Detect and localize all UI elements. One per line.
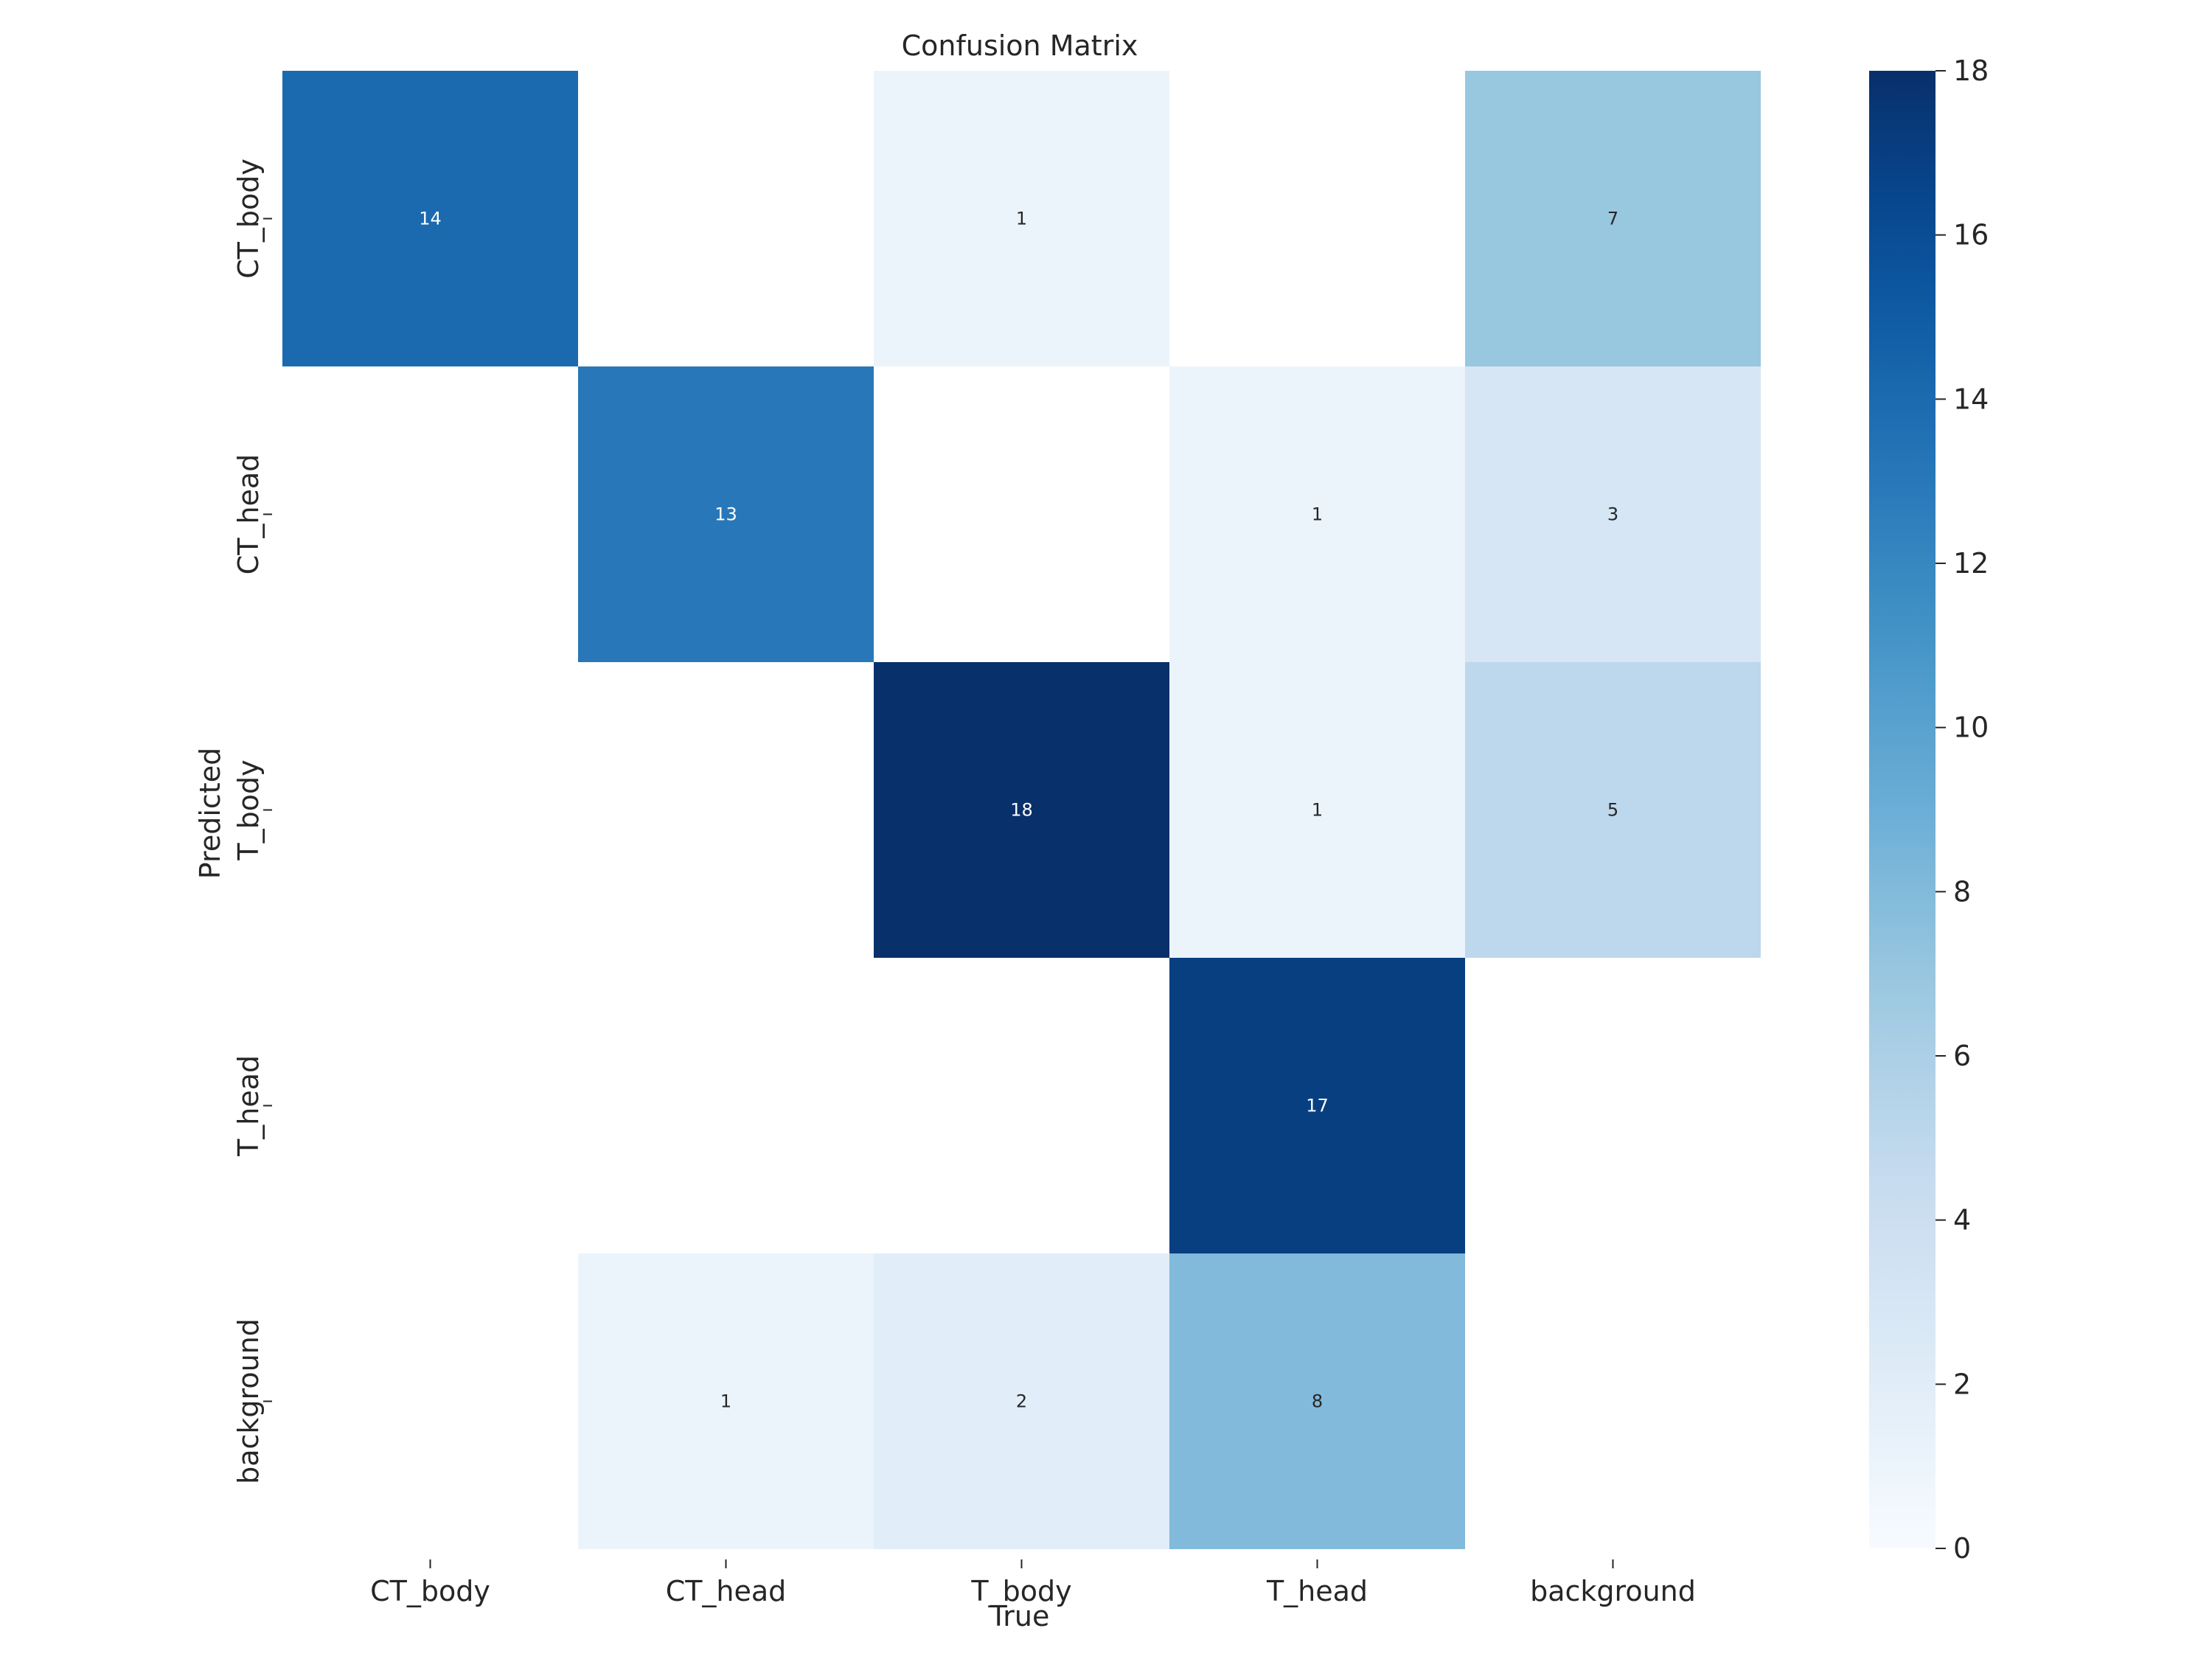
cell-value-label: 1 [1016,209,1027,229]
cell-value-label: 1 [1312,800,1323,821]
y-tick-label: T_body [232,759,265,860]
x-tick-label: CT_head [666,1575,787,1607]
heatmap-cell [1465,662,1761,958]
colorbar-tick-label: 18 [1953,55,1989,87]
chart-title: Confusion Matrix [902,29,1138,62]
heatmap-cell [874,71,1169,366]
x-tick-label: T_body [970,1575,1071,1607]
colorbar: 0 2 4 6 8 10 12 14 16 18 [1869,55,1989,1565]
heatmap-cells [282,71,1761,1549]
cell-value-label: 8 [1312,1391,1323,1412]
y-tick-label: CT_body [232,159,265,279]
x-axis-ticks: CT_body CT_head T_body T_head background [370,1559,1696,1607]
cell-value-label: 3 [1607,504,1618,525]
y-tick-label: background [232,1318,265,1484]
heatmap-cell [1465,71,1761,366]
colorbar-tick-label: 8 [1953,875,1971,908]
heatmap-cell [578,1253,874,1549]
colorbar-tick-label: 14 [1953,383,1989,415]
heatmap-cell [874,1253,1169,1549]
cell-value-label: 14 [419,209,442,229]
x-tick-label: background [1530,1575,1696,1607]
heatmap-cell [874,662,1169,958]
cell-value-label: 1 [720,1391,731,1412]
colorbar-tick-label: 12 [1953,547,1989,580]
colorbar-tick-label: 0 [1953,1532,1971,1565]
cell-value-label: 18 [1010,800,1033,821]
x-axis-label: True [990,1600,1050,1632]
cell-value-label: 13 [714,504,737,525]
heatmap-cell [1465,366,1761,662]
y-axis-ticks: CT_body CT_head T_body T_head background [232,159,272,1484]
y-tick-label: T_head [232,1055,265,1157]
heatmap-cell [1169,1253,1465,1549]
cell-value-label: 17 [1306,1096,1329,1116]
heatmap-cell [282,71,578,366]
colorbar-tick-label: 2 [1953,1368,1971,1400]
heatmap-cell [578,366,874,662]
colorbar-gradient [1869,71,1935,1548]
colorbar-tick-label: 10 [1953,712,1989,744]
x-tick-label: T_head [1266,1575,1368,1607]
colorbar-tick-label: 6 [1953,1040,1971,1072]
cell-value-label: 7 [1607,209,1618,229]
heatmap-cell [1169,662,1465,958]
cell-value-label: 1 [1312,504,1323,525]
heatmap-cell [1169,366,1465,662]
y-tick-label: CT_head [232,454,265,575]
x-tick-label: CT_body [370,1575,490,1607]
colorbar-tick-label: 4 [1953,1204,1971,1237]
colorbar-tick-label: 16 [1953,219,1989,251]
cell-value-label: 2 [1016,1391,1027,1412]
y-axis-label: Predicted [194,748,226,879]
cell-value-label: 5 [1607,800,1618,821]
heatmap-cell [1169,958,1465,1253]
